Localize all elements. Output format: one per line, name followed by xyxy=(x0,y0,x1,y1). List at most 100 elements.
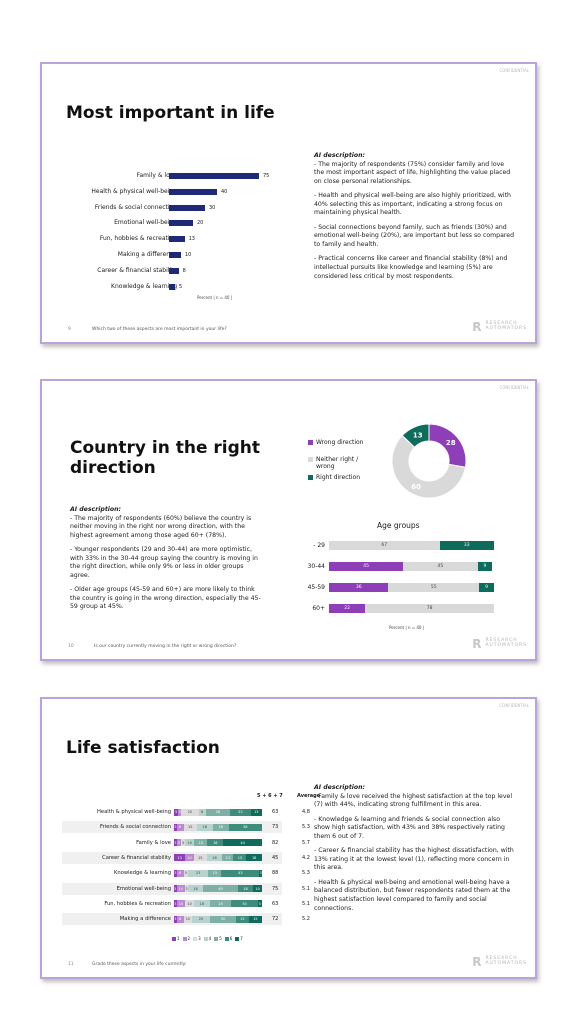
satisfaction-segment: 3 xyxy=(178,808,182,816)
satisfaction-label: Making a difference xyxy=(119,916,171,923)
bar xyxy=(169,204,205,211)
legend-swatch xyxy=(308,440,313,445)
satisfaction-row: Friends & social connection 3 8 15 18 18 38 73 5… xyxy=(62,821,310,834)
stacked-segment: 78 xyxy=(365,604,494,613)
legend-item: Neither right / wrong xyxy=(308,456,378,470)
satisfaction-segment: 8 xyxy=(176,915,184,923)
satisfaction-segment: 8 xyxy=(176,869,184,877)
satisfaction-segment: 3 xyxy=(174,839,177,847)
satisfaction-segment: 18 xyxy=(246,854,262,862)
legend-label: Neither right / wrong xyxy=(316,456,359,470)
stacked-segment: 33 xyxy=(439,541,494,550)
slide-country-direction: CONFIDENTIAL Country in the right direct… xyxy=(40,379,537,661)
legend-label: 6 xyxy=(229,936,233,941)
ai-paragraph: - Social connections beyond family, such… xyxy=(314,223,515,248)
satisfaction-label: Fun, hobbies & recreation xyxy=(104,900,171,907)
legend-swatch xyxy=(214,936,219,941)
satisfaction-bar: 3 10 10 18 25 30 5 xyxy=(174,900,262,908)
company-logo: R RESEARCH AUTOMATORS xyxy=(472,637,527,651)
satisfaction-segment: 10 xyxy=(185,900,195,908)
slide-most-important: CONFIDENTIAL Most important in life Fami… xyxy=(40,62,537,344)
logo-mark-icon: R xyxy=(472,954,483,969)
satisfaction-segment: 15 xyxy=(248,915,262,923)
legend-label: 7 xyxy=(240,936,243,941)
logo-text-line: AUTOMATORS xyxy=(485,961,527,967)
satisfaction-segment: 15 xyxy=(193,854,207,862)
bar-row: Family & love 75 xyxy=(42,170,512,182)
satisfaction-segment: 18 xyxy=(194,900,210,908)
satisfaction-segment: 5 xyxy=(174,808,179,816)
confidential-label: CONFIDENTIAL xyxy=(499,703,529,708)
bar xyxy=(169,173,259,179)
satisfaction-segment: 10 xyxy=(176,900,186,908)
ai-description: AI description: - The majority of respon… xyxy=(314,152,514,287)
bar-row: Fun, hobbies & recreation 13 xyxy=(42,233,512,245)
bar-row: Friends & social connection 30 xyxy=(42,202,512,214)
stacked-segment: 67 xyxy=(329,541,440,550)
ai-description: AI description: - The majority of respon… xyxy=(70,506,265,618)
satisfaction-segment: 15 xyxy=(208,869,222,877)
bar-row: Emotional well-being 20 xyxy=(42,217,512,229)
satisfaction-segment: 40 xyxy=(203,885,238,892)
bar-label: Emotional well-being xyxy=(114,219,177,227)
satisfaction-row: Emotional well-being 3 10 3 18 40 18 10 75 5.1 xyxy=(62,882,310,895)
satisfaction-bar: 3 8 10 20 30 15 15 xyxy=(174,915,262,923)
bar-label: Fun, hobbies & recreation xyxy=(99,235,177,243)
stacked-segment: 9 xyxy=(477,562,493,571)
legend-label: 3 xyxy=(198,936,201,941)
bar xyxy=(169,283,175,290)
satisfaction-bar: 3 8 5 23 15 43 3 xyxy=(174,869,262,877)
satisfaction-segment: 25 xyxy=(209,900,232,908)
legend-swatch xyxy=(182,936,187,941)
page-number: 10 xyxy=(68,644,74,649)
logo-text-line: AUTOMATORS xyxy=(485,643,527,649)
satisfaction-segment: 13 xyxy=(222,854,234,862)
satisfaction-segment: 5 xyxy=(257,900,262,908)
satisfaction-segment: 30 xyxy=(231,900,258,908)
age-groups-title: Age groups xyxy=(377,521,420,530)
legend-item: Wrong direction xyxy=(308,439,363,446)
top3-value: 75 xyxy=(272,885,279,892)
ai-paragraph: - Health and physical well-being are als… xyxy=(314,192,511,217)
logo-text-line: RESEARCH xyxy=(485,956,518,962)
age-label: 45-59 xyxy=(307,584,325,591)
satisfaction-segment: 10 xyxy=(183,915,193,923)
satisfaction-segment: 3 xyxy=(185,885,188,892)
age-row: 30-44 45 45 9 xyxy=(307,562,522,572)
age-row: - 29 67 33 xyxy=(307,541,522,551)
satisfaction-segment: 15 xyxy=(235,915,249,923)
satisfaction-bar: 3 10 3 18 40 18 10 xyxy=(174,885,262,892)
legend-label: 1 xyxy=(177,936,180,941)
satisfaction-segment: 10 xyxy=(185,839,195,847)
stacked-segment: 45 xyxy=(329,562,404,571)
top3-value: 73 xyxy=(272,824,279,831)
col-header-top3: 5 + 6 + 7 xyxy=(257,793,283,799)
satisfaction-segment: 30 xyxy=(209,915,236,923)
top3-value: 63 xyxy=(272,900,279,907)
average-value: 5.2 xyxy=(302,916,310,923)
axis-note: Percent | n = 40 | xyxy=(389,625,425,630)
average-value: 5.3 xyxy=(302,824,310,831)
ai-heading: AI description: xyxy=(314,784,366,791)
confidential-label: CONFIDENTIAL xyxy=(499,385,529,390)
legend-swatch xyxy=(308,475,313,480)
legend-swatch xyxy=(224,936,229,941)
satisfaction-row: Career & financial stability 13 10 15 18 13 15… xyxy=(62,851,310,864)
scale-legend-item: 7 xyxy=(235,936,243,941)
bar-row: Knowledge & learning 5 xyxy=(42,281,512,293)
bar xyxy=(169,188,217,195)
bar-value-label: 30 xyxy=(209,204,216,211)
satisfaction-label: Health & physical well-being xyxy=(97,809,171,815)
question-text: Is our country currently moving in the r… xyxy=(94,644,237,649)
logo-text-line: RESEARCH xyxy=(485,321,518,327)
bar-label: Health & physical well-being xyxy=(91,187,177,195)
bar-label: Family & love xyxy=(136,172,177,179)
satisfaction-row: Making a difference 3 8 10 20 30 15 15 72 5.2 xyxy=(62,913,310,926)
bar xyxy=(169,252,181,258)
satisfaction-row: Knowledge & learning 3 8 5 23 15 43 3 88 5.3 xyxy=(62,867,310,879)
ai-paragraph: - The majority of respondents (60%) beli… xyxy=(70,514,252,539)
legend-label: Right direction xyxy=(316,474,361,481)
scale-legend: 1 2 3 4 5 6 7 xyxy=(172,936,243,941)
bar-value-label: 75 xyxy=(263,173,270,179)
satisfaction-segment: 5 xyxy=(183,869,189,877)
